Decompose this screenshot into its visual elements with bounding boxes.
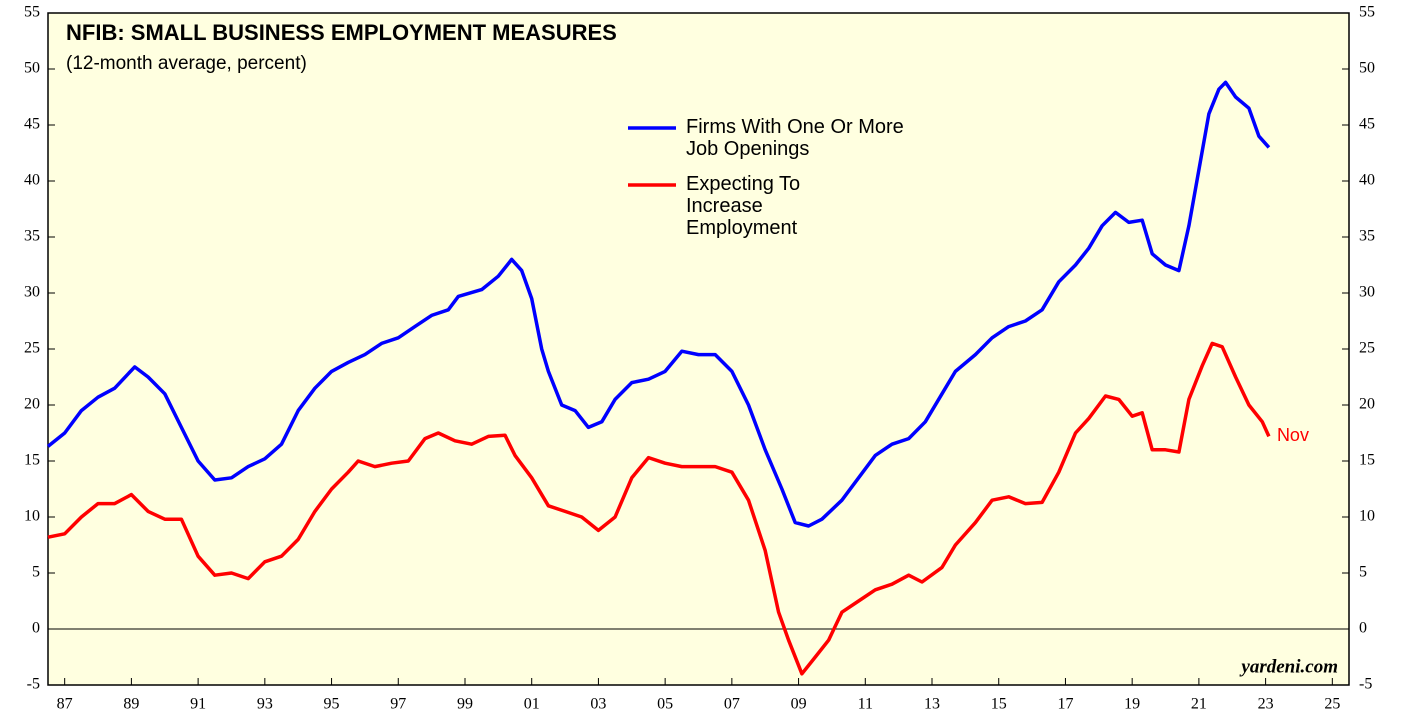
y2-tick-label: -5 bbox=[1359, 676, 1372, 693]
y2-tick-label: 20 bbox=[1359, 396, 1375, 413]
y-tick-label: 35 bbox=[24, 228, 40, 245]
x-tick-label: 87 bbox=[57, 696, 73, 713]
x-tick-label: 25 bbox=[1324, 696, 1340, 713]
x-tick-label: 97 bbox=[390, 696, 406, 713]
x-tick-label: 89 bbox=[123, 696, 139, 713]
y-tick-label: 10 bbox=[24, 508, 40, 525]
y-tick-label: 20 bbox=[24, 396, 40, 413]
y-tick-label: 5 bbox=[32, 564, 40, 581]
x-tick-label: 21 bbox=[1191, 696, 1207, 713]
annotation: Nov bbox=[1277, 425, 1309, 445]
x-tick-label: 95 bbox=[324, 696, 340, 713]
x-tick-label: 23 bbox=[1258, 696, 1274, 713]
y2-tick-label: 25 bbox=[1359, 340, 1375, 357]
y2-tick-label: 35 bbox=[1359, 228, 1375, 245]
x-tick-label: 91 bbox=[190, 696, 206, 713]
x-tick-label: 09 bbox=[791, 696, 807, 713]
x-tick-label: 05 bbox=[657, 696, 673, 713]
x-tick-label: 17 bbox=[1057, 696, 1073, 713]
y-tick-label: -5 bbox=[27, 676, 40, 693]
chart-title: NFIB: SMALL BUSINESS EMPLOYMENT MEASURES bbox=[66, 20, 617, 45]
y-tick-label: 30 bbox=[24, 284, 40, 301]
y2-tick-label: 50 bbox=[1359, 60, 1375, 77]
x-tick-label: 19 bbox=[1124, 696, 1140, 713]
source: yardeni.com bbox=[1239, 656, 1338, 677]
chart-subtitle: (12-month average, percent) bbox=[66, 53, 307, 74]
y2-tick-label: 5 bbox=[1359, 564, 1367, 581]
y2-tick-label: 15 bbox=[1359, 452, 1375, 469]
y2-tick-label: 55 bbox=[1359, 4, 1375, 21]
y2-tick-label: 10 bbox=[1359, 508, 1375, 525]
x-tick-label: 13 bbox=[924, 696, 940, 713]
x-tick-label: 93 bbox=[257, 696, 273, 713]
y-tick-label: 15 bbox=[24, 452, 40, 469]
x-tick-label: 99 bbox=[457, 696, 473, 713]
legend-label: Expecting To Increase Employment bbox=[686, 173, 800, 239]
x-tick-label: 11 bbox=[858, 696, 873, 713]
y2-tick-label: 30 bbox=[1359, 284, 1375, 301]
x-tick-label: 15 bbox=[991, 696, 1007, 713]
y2-tick-label: 45 bbox=[1359, 116, 1375, 133]
y-tick-label: 50 bbox=[24, 60, 40, 77]
y-tick-label: 25 bbox=[24, 340, 40, 357]
x-tick-label: 01 bbox=[524, 696, 540, 713]
series-line bbox=[46, 80, 1271, 528]
legend-label: Firms With One Or More Job Openings bbox=[686, 116, 904, 160]
y-tick-label: 0 bbox=[32, 620, 40, 637]
x-tick-label: 03 bbox=[590, 696, 606, 713]
plot-layer bbox=[46, 80, 1349, 676]
y2-tick-label: 40 bbox=[1359, 172, 1375, 189]
series-line bbox=[47, 341, 1271, 676]
y-tick-label: 40 bbox=[24, 172, 40, 189]
x-tick-label: 07 bbox=[724, 696, 740, 713]
y-tick-label: 45 bbox=[24, 116, 40, 133]
plot-area bbox=[47, 12, 1350, 686]
y2-tick-label: 0 bbox=[1359, 620, 1367, 637]
y-tick-label: 55 bbox=[24, 4, 40, 21]
